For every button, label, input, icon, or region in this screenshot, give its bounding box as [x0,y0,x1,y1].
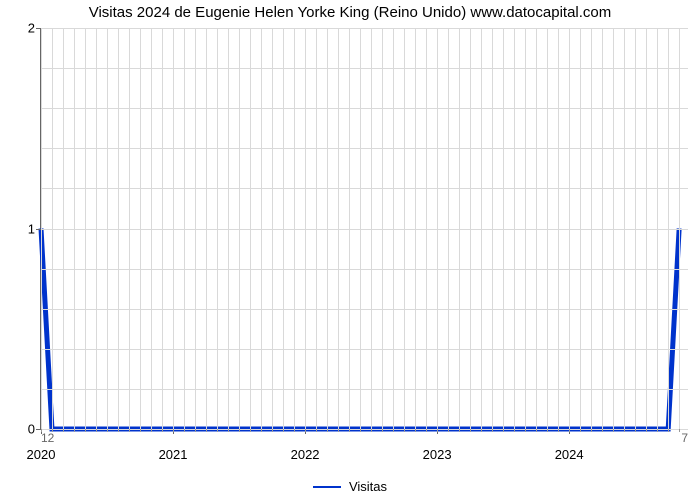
y-tick-label: 2 [28,21,35,36]
x-tick-minor [492,429,493,432]
x-tick-label: 2022 [291,447,320,462]
chart-title: Visitas 2024 de Eugenie Helen Yorke King… [0,4,700,21]
secondary-x-left: 12 [41,431,54,445]
gridline-horizontal-minor [41,148,688,149]
x-tick-minor [316,429,317,432]
x-tick-minor [184,429,185,432]
x-tick-minor [327,429,328,432]
x-tick-minor [228,429,229,432]
plot-inner: 01220202021202220232024127 [40,28,688,430]
x-tick-minor [393,429,394,432]
secondary-x-right: 7 [681,431,688,445]
gridline-horizontal-minor [41,309,688,310]
x-tick-minor [382,429,383,432]
x-tick-minor [646,429,647,432]
x-tick-minor [349,429,350,432]
x-tick-minor [261,429,262,432]
legend: Visitas [0,478,700,494]
x-tick-minor [140,429,141,432]
x-tick-label: 2023 [423,447,452,462]
x-tick-minor [250,429,251,432]
legend-swatch [313,486,341,488]
x-tick-minor [195,429,196,432]
x-tick-minor [206,429,207,432]
x-tick-minor [272,429,273,432]
x-tick-minor [162,429,163,432]
x-tick-minor [63,429,64,432]
x-tick-label: 2024 [555,447,584,462]
x-tick-minor [514,429,515,432]
x-tick-minor [503,429,504,432]
x-tick-minor [338,429,339,432]
y-tick-label: 1 [28,221,35,236]
x-tick-minor [624,429,625,432]
x-tick-minor [305,429,306,432]
gridline-horizontal-minor [41,269,688,270]
x-tick-minor [657,429,658,432]
x-tick-minor [635,429,636,432]
x-tick-minor [437,429,438,432]
x-tick-minor [96,429,97,432]
gridline-horizontal [41,28,688,29]
gridline-horizontal-minor [41,68,688,69]
x-tick-minor [679,429,680,432]
x-tick-minor [239,429,240,432]
gridline-horizontal-minor [41,108,688,109]
x-tick-minor [371,429,372,432]
x-tick-minor [74,429,75,432]
y-tick-mark [36,28,41,29]
x-tick-minor [602,429,603,432]
x-tick-minor [569,429,570,432]
x-tick-minor [294,429,295,432]
plot-area: 01220202021202220232024127 [40,28,688,430]
x-tick-minor [558,429,559,432]
x-tick-minor [217,429,218,432]
x-tick-minor [536,429,537,432]
x-tick-minor [404,429,405,432]
x-tick-minor [525,429,526,432]
x-tick-minor [151,429,152,432]
x-tick-minor [129,429,130,432]
x-tick-minor [426,429,427,432]
x-tick-minor [118,429,119,432]
x-tick-label: 2021 [159,447,188,462]
y-tick-label: 0 [28,422,35,437]
x-tick-minor [668,429,669,432]
x-tick-minor [470,429,471,432]
y-tick-mark [36,229,41,230]
x-tick-minor [415,429,416,432]
x-tick-minor [173,429,174,432]
x-tick-minor [459,429,460,432]
x-tick-minor [591,429,592,432]
x-tick-minor [580,429,581,432]
gridline-horizontal-minor [41,349,688,350]
x-tick-minor [360,429,361,432]
gridline-horizontal-minor [41,188,688,189]
gridline-horizontal-minor [41,389,688,390]
x-tick-minor [448,429,449,432]
gridline-horizontal [41,229,688,230]
x-tick-minor [283,429,284,432]
x-tick-minor [547,429,548,432]
x-tick-minor [481,429,482,432]
legend-label: Visitas [349,479,387,494]
x-tick-minor [107,429,108,432]
x-tick-minor [85,429,86,432]
x-tick-label: 2020 [27,447,56,462]
x-tick-minor [613,429,614,432]
